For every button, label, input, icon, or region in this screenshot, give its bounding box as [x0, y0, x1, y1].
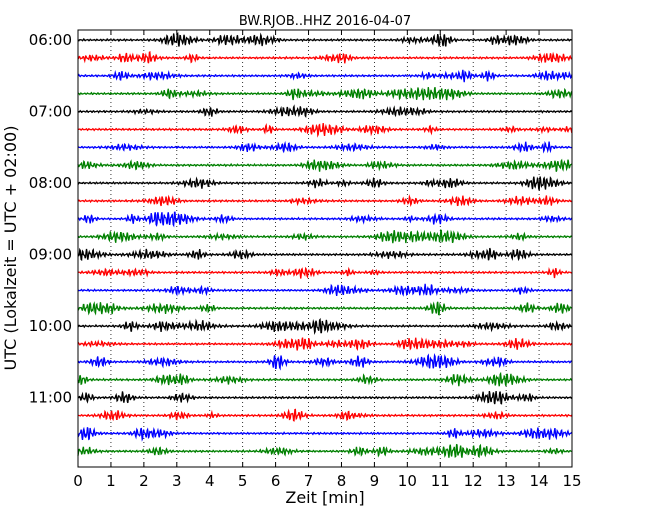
x-tick-label: 6 — [271, 472, 281, 490]
y-tick-label: 09:00 — [29, 246, 72, 264]
trace-line — [77, 229, 573, 244]
y-tick-label: 08:00 — [29, 174, 72, 192]
x-tick-label: 2 — [139, 472, 149, 490]
x-tick-label: 15 — [562, 472, 581, 490]
trace-line — [77, 301, 573, 316]
y-tick-label: 11:00 — [29, 389, 72, 407]
trace-line — [77, 50, 573, 64]
y-tick-label: 10:00 — [29, 317, 72, 335]
y-axis-label: UTC (Lokalzeit = UTC + 02:00) — [1, 126, 20, 371]
trace-line — [77, 247, 573, 262]
trace-line — [77, 283, 573, 297]
trace-line — [77, 158, 573, 172]
x-tick-label: 7 — [304, 472, 314, 490]
trace-line — [77, 443, 573, 459]
trace-line — [77, 176, 573, 192]
trace-line — [77, 194, 573, 207]
plot-frame — [77, 29, 573, 468]
y-tick-label: 07:00 — [29, 103, 72, 121]
trace-line — [77, 211, 573, 228]
trace-line — [77, 266, 573, 279]
trace-line — [77, 426, 573, 442]
x-tick-label: 11 — [431, 472, 450, 490]
chart-title: BW.RJOB..HHZ 2016-04-07 — [239, 14, 411, 29]
x-tick-label: 0 — [73, 472, 83, 490]
trace-line — [77, 352, 573, 371]
x-tick-label: 3 — [172, 472, 182, 490]
trace-line — [77, 140, 573, 154]
x-tick-label: 8 — [337, 472, 347, 490]
trace-line — [77, 104, 573, 118]
seismogram-traces — [77, 31, 573, 459]
x-tick-label: 12 — [464, 472, 483, 490]
trace-line — [77, 371, 573, 387]
trace-line — [77, 317, 573, 335]
x-tick-label: 9 — [370, 472, 380, 490]
x-tick-label: 13 — [497, 472, 516, 490]
x-tick-label: 10 — [398, 472, 417, 490]
x-tick-label: 5 — [238, 472, 248, 490]
x-tick-label: 14 — [530, 472, 549, 490]
trace-line — [77, 86, 573, 101]
trace-line — [77, 122, 573, 138]
trace-line — [77, 69, 573, 83]
y-tick-label: 06:00 — [29, 31, 72, 49]
x-axis-ticks: 0 1 2 3 4 5 6 7 8 9 10 11 12 13 14 15 — [73, 30, 582, 490]
x-tick-label: 4 — [205, 472, 215, 490]
x-axis-label: Zeit [min] — [285, 488, 364, 507]
trace-line — [77, 408, 573, 422]
x-tick-label: 1 — [106, 472, 116, 490]
trace-line — [77, 337, 573, 352]
y-axis-ticks: 06:00 07:00 08:00 09:00 10:00 11:00 — [29, 31, 572, 407]
trace-line — [77, 31, 573, 48]
trace-line — [77, 390, 573, 405]
